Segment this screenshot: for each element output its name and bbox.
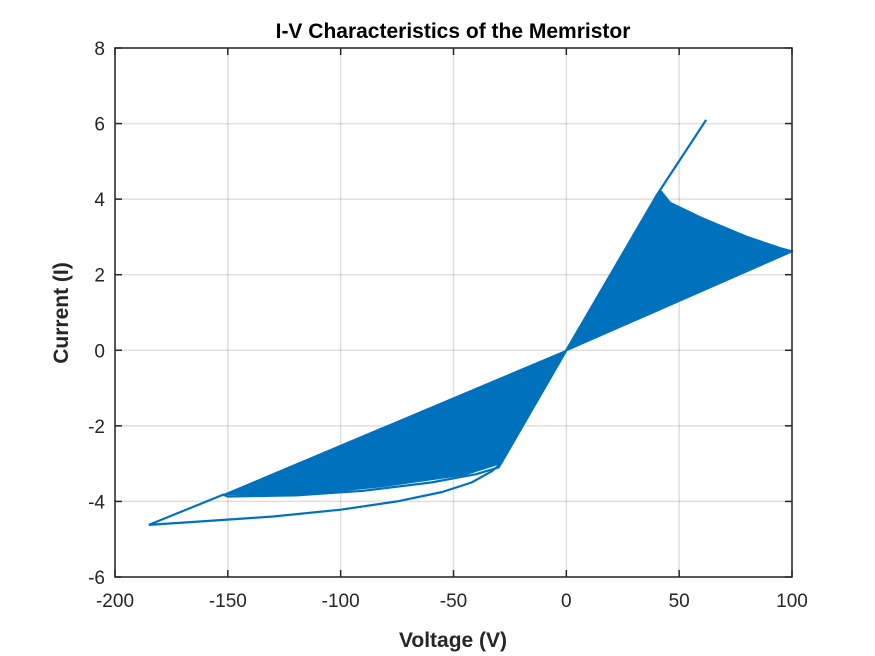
y-tick-label: -4 bbox=[88, 492, 105, 513]
x-tick-label: -50 bbox=[440, 591, 467, 612]
y-tick-label: -2 bbox=[88, 417, 105, 438]
data-series bbox=[148, 119, 794, 526]
x-tick-label: -150 bbox=[209, 591, 247, 612]
y-tick-label: 6 bbox=[94, 115, 105, 136]
axis-ticks bbox=[114, 47, 793, 578]
tick-labels: -200 -150 -100 -50 0 50 100 -6 -4 -2 0 2 4 6 8 bbox=[88, 39, 808, 612]
x-tick-label: 100 bbox=[776, 591, 808, 612]
y-tick-label: 0 bbox=[94, 341, 105, 362]
y-tick-label: 4 bbox=[94, 190, 105, 211]
y-tick-label: 2 bbox=[94, 266, 105, 287]
chart-title: I-V Characteristics of the Memristor bbox=[276, 20, 631, 43]
series-line-2 bbox=[148, 190, 794, 526]
x-tick-label: -100 bbox=[322, 591, 360, 612]
y-tick-label: -6 bbox=[88, 568, 105, 589]
x-tick-label: 50 bbox=[669, 591, 690, 612]
x-tick-label: -200 bbox=[96, 591, 134, 612]
x-axis-label: Voltage (V) bbox=[399, 629, 507, 652]
y-tick-label: 8 bbox=[94, 39, 105, 60]
x-tick-label: 0 bbox=[561, 591, 572, 612]
y-axis-label: Current (I) bbox=[50, 262, 73, 364]
